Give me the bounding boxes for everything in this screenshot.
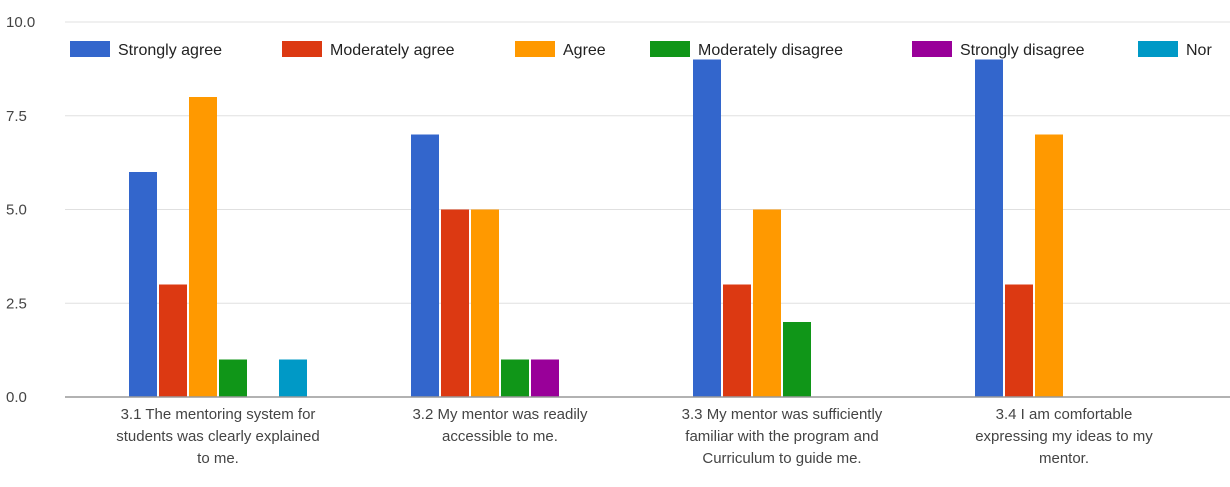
y-tick-label: 2.5 xyxy=(6,295,27,312)
bar xyxy=(159,284,187,397)
legend-swatch xyxy=(515,41,555,57)
legend-label: Moderately agree xyxy=(330,42,455,59)
legend-label: Strongly disagree xyxy=(960,42,1085,59)
legend-swatch xyxy=(70,41,110,57)
legend-label: Agree xyxy=(563,42,606,59)
legend-swatch xyxy=(912,41,952,57)
x-category-label: students was clearly explained xyxy=(116,428,319,445)
bar xyxy=(189,97,217,397)
bar xyxy=(441,209,469,397)
bar xyxy=(753,209,781,397)
legend-label: Nor xyxy=(1186,42,1212,59)
legend: Strongly agree Moderately agree Agree Moder… xyxy=(70,41,1212,59)
x-axis-category-labels: 3.1 The mentoring system for students was… xyxy=(116,406,1153,467)
bar xyxy=(723,284,751,397)
x-category-label: Curriculum to guide me. xyxy=(702,450,861,467)
bar xyxy=(975,59,1003,397)
bar xyxy=(1005,284,1033,397)
x-category-label: 3.3 My mentor was sufficiently xyxy=(682,406,883,423)
bar xyxy=(783,322,811,397)
x-category-label: to me. xyxy=(197,450,239,467)
bar xyxy=(411,134,439,397)
y-axis-ticks: 0.0 2.5 5.0 7.5 10.0 xyxy=(6,14,35,406)
x-category-label: familiar with the program and xyxy=(685,428,878,445)
x-category-label: expressing my ideas to my xyxy=(975,428,1153,445)
bars xyxy=(129,59,1063,397)
bar xyxy=(279,359,307,397)
y-tick-label: 10.0 xyxy=(6,14,35,31)
x-category-label: accessible to me. xyxy=(442,428,558,445)
legend-swatch xyxy=(650,41,690,57)
legend-label: Moderately disagree xyxy=(698,42,843,59)
bar xyxy=(471,209,499,397)
bar xyxy=(1035,134,1063,397)
y-tick-label: 5.0 xyxy=(6,202,27,219)
x-category-label: 3.2 My mentor was readily xyxy=(412,406,588,423)
bar xyxy=(501,359,529,397)
x-category-label: 3.1 The mentoring system for xyxy=(121,406,316,423)
legend-label: Strongly agree xyxy=(118,42,222,59)
bar xyxy=(129,172,157,397)
y-tick-label: 7.5 xyxy=(6,108,27,125)
x-category-label: 3.4 I am comfortable xyxy=(996,406,1133,423)
bar xyxy=(219,359,247,397)
bar xyxy=(531,359,559,397)
x-category-label: mentor. xyxy=(1039,450,1089,467)
y-tick-label: 0.0 xyxy=(6,389,27,406)
legend-swatch xyxy=(282,41,322,57)
legend-swatch xyxy=(1138,41,1178,57)
bar xyxy=(693,59,721,397)
